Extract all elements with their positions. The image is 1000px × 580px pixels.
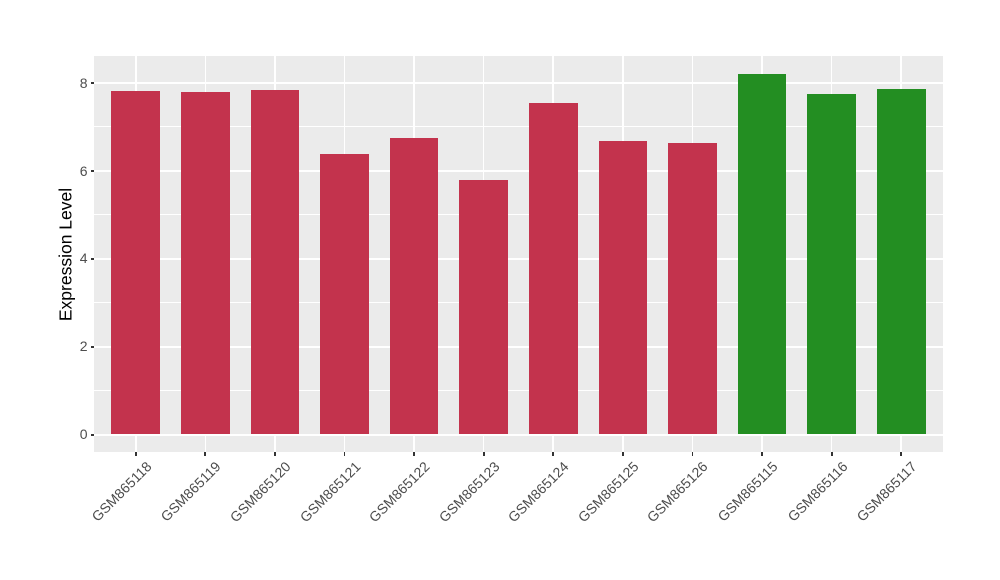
x-tick-mark: [413, 452, 415, 456]
y-tick-mark: [90, 170, 94, 172]
x-tick-mark: [761, 452, 763, 456]
y-tick-mark: [90, 345, 94, 348]
gridline-minor-y: [94, 213, 943, 215]
x-tick-mark: [621, 452, 624, 456]
bar: [876, 88, 926, 434]
bar: [320, 154, 369, 434]
bar: [528, 102, 578, 434]
gridline-major-y: [94, 346, 943, 348]
bar: [389, 137, 439, 434]
x-tick-mark: [204, 452, 207, 456]
gridline-minor-y: [94, 301, 943, 303]
y-tick-label: 2: [79, 338, 88, 355]
x-tick-mark: [134, 452, 137, 456]
gridline-major-y: [94, 170, 943, 172]
gridline-minor-y: [94, 125, 943, 127]
y-tick-label: 8: [79, 74, 88, 91]
y-tick-mark: [90, 433, 94, 436]
x-tick-mark: [900, 452, 903, 456]
bar: [250, 89, 300, 434]
plot-panel: [94, 56, 943, 452]
gridline-major-y: [94, 433, 943, 436]
gridline-minor-y: [94, 389, 943, 391]
x-tick-mark: [552, 452, 555, 456]
y-tick-label: 0: [79, 426, 88, 443]
bar: [111, 91, 161, 434]
bar: [459, 180, 509, 434]
bar: [737, 74, 787, 434]
y-tick-label: 4: [79, 250, 88, 267]
x-tick-mark: [343, 452, 346, 456]
bar: [668, 142, 717, 434]
x-tick-mark: [830, 452, 833, 456]
bar: [598, 140, 648, 434]
x-tick-mark: [691, 452, 694, 456]
bar: [180, 92, 230, 434]
y-tick-mark: [90, 82, 94, 84]
gridline-major-y: [94, 258, 943, 260]
gridline-major-y: [94, 82, 943, 84]
y-tick-label: 6: [79, 162, 88, 179]
x-tick-mark: [274, 452, 276, 456]
y-tick-mark: [90, 257, 94, 260]
x-tick-mark: [482, 452, 485, 456]
bar: [807, 94, 856, 434]
